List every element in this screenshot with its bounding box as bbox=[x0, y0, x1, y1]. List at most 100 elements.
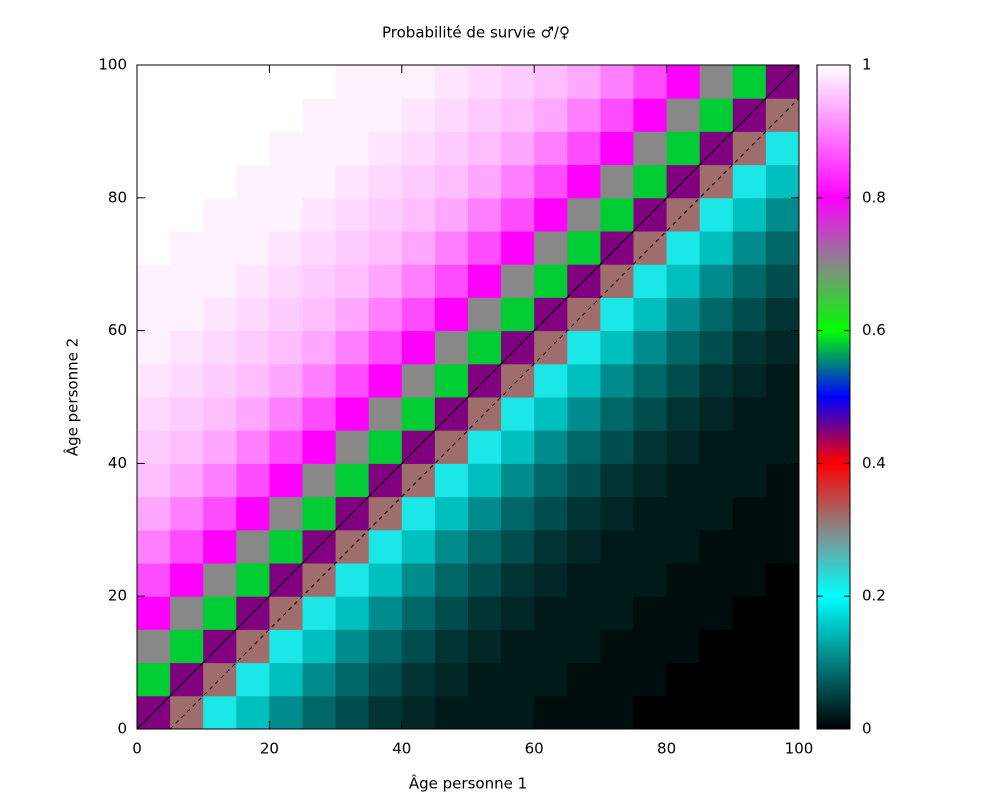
heatmap-cell bbox=[468, 529, 502, 564]
heatmap-cell bbox=[335, 363, 370, 398]
heatmap-cell bbox=[501, 363, 535, 398]
heatmap-cell bbox=[567, 563, 601, 597]
heatmap-cell bbox=[269, 131, 303, 166]
heatmap-cell bbox=[401, 197, 436, 232]
heatmap-cell bbox=[170, 596, 204, 630]
heatmap-cell bbox=[137, 529, 171, 564]
heatmap-cell bbox=[600, 529, 634, 564]
heatmap-cell bbox=[401, 363, 436, 398]
heatmap-cell bbox=[302, 629, 337, 664]
heatmap-cell bbox=[302, 430, 337, 464]
heatmap-cell bbox=[765, 463, 800, 498]
heatmap-cell bbox=[236, 297, 270, 332]
heatmap-cell bbox=[434, 264, 469, 298]
heatmap-cell bbox=[302, 596, 337, 630]
heatmap-cell bbox=[567, 629, 601, 664]
heatmap-cell bbox=[434, 695, 469, 730]
heatmap-cell bbox=[401, 563, 436, 597]
heatmap-cell bbox=[302, 65, 337, 99]
heatmap-cell bbox=[434, 297, 469, 332]
x-tick-label: 20 bbox=[260, 740, 279, 758]
heatmap-cell bbox=[501, 98, 535, 132]
heatmap-cell bbox=[170, 363, 204, 398]
heatmap-cell bbox=[137, 98, 171, 132]
heatmap-cell bbox=[401, 98, 436, 132]
heatmap-cell bbox=[236, 430, 270, 464]
heatmap-cell bbox=[236, 197, 270, 232]
heatmap-cell bbox=[633, 563, 668, 597]
y-tick-label: 0 bbox=[117, 720, 127, 738]
heatmap-cell bbox=[765, 297, 800, 332]
heatmap-cell bbox=[666, 430, 701, 464]
heatmap-cell bbox=[633, 397, 668, 431]
heatmap-cell bbox=[468, 264, 502, 298]
heatmap-cell bbox=[468, 629, 502, 664]
heatmap-cell bbox=[666, 463, 701, 498]
heatmap-cell bbox=[203, 463, 237, 498]
heatmap-cell bbox=[335, 330, 370, 365]
heatmap-cell bbox=[534, 397, 568, 431]
heatmap-cell bbox=[732, 662, 767, 697]
heatmap-cell bbox=[203, 264, 237, 298]
heatmap-cell bbox=[468, 695, 502, 730]
heatmap-cell bbox=[302, 131, 337, 166]
heatmap-cell bbox=[368, 264, 403, 298]
heatmap-cell bbox=[401, 65, 436, 99]
heatmap-cell bbox=[170, 98, 204, 132]
y-tick-label: 40 bbox=[108, 454, 127, 472]
heatmap-cell bbox=[302, 496, 337, 531]
heatmap-cell bbox=[269, 231, 303, 265]
heatmap-cell bbox=[567, 363, 601, 398]
heatmap-cell bbox=[236, 529, 270, 564]
heatmap-cell bbox=[401, 463, 436, 498]
heatmap-cell bbox=[765, 529, 800, 564]
heatmap-cell bbox=[567, 65, 601, 99]
x-tick-label: 40 bbox=[392, 740, 411, 758]
heatmap-cell bbox=[732, 529, 767, 564]
heatmap-cell bbox=[137, 596, 171, 630]
heatmap-cell bbox=[236, 695, 270, 730]
x-axis-label: Âge personne 1 bbox=[409, 774, 527, 793]
heatmap-cell bbox=[137, 65, 171, 99]
y-tick-label: 80 bbox=[108, 188, 127, 206]
heatmap-cell bbox=[468, 463, 502, 498]
heatmap-cell bbox=[732, 65, 767, 99]
colorbar-tick-label: 0.4 bbox=[862, 454, 886, 472]
heatmap-cell bbox=[765, 563, 800, 597]
heatmap-cell bbox=[600, 330, 634, 365]
heatmap-cell bbox=[203, 695, 237, 730]
heatmap-cell bbox=[699, 463, 734, 498]
heatmap-cell bbox=[137, 231, 171, 265]
y-tick-label: 60 bbox=[108, 321, 127, 339]
heatmap-cell bbox=[699, 662, 734, 697]
heatmap-cell bbox=[137, 463, 171, 498]
heatmap-cell bbox=[501, 197, 535, 232]
heatmap-cell bbox=[567, 231, 601, 265]
x-tick-label: 100 bbox=[785, 740, 814, 758]
heatmap-cell bbox=[732, 197, 767, 232]
heatmap-cell bbox=[335, 629, 370, 664]
heatmap-cell bbox=[633, 65, 668, 99]
heatmap-cell bbox=[170, 231, 204, 265]
heatmap-cell bbox=[335, 98, 370, 132]
heatmap-cell bbox=[368, 98, 403, 132]
heatmap-cell bbox=[368, 563, 403, 597]
heatmap-cell bbox=[765, 363, 800, 398]
heatmap-cell bbox=[732, 363, 767, 398]
heatmap-cell bbox=[137, 197, 171, 232]
heatmap-cell bbox=[633, 297, 668, 332]
heatmap-cell bbox=[699, 629, 734, 664]
heatmap-cell bbox=[203, 297, 237, 332]
heatmap-cell bbox=[567, 496, 601, 531]
heatmap-cell bbox=[567, 397, 601, 431]
heatmap-cell bbox=[269, 662, 303, 697]
heatmap-cell bbox=[600, 297, 634, 332]
heatmap-cell bbox=[534, 529, 568, 564]
heatmap-cell bbox=[732, 463, 767, 498]
heatmap-cell bbox=[434, 65, 469, 99]
heatmap-cell bbox=[401, 695, 436, 730]
heatmap-cell bbox=[600, 397, 634, 431]
heatmap-cell bbox=[401, 629, 436, 664]
heatmap-cell bbox=[137, 363, 171, 398]
